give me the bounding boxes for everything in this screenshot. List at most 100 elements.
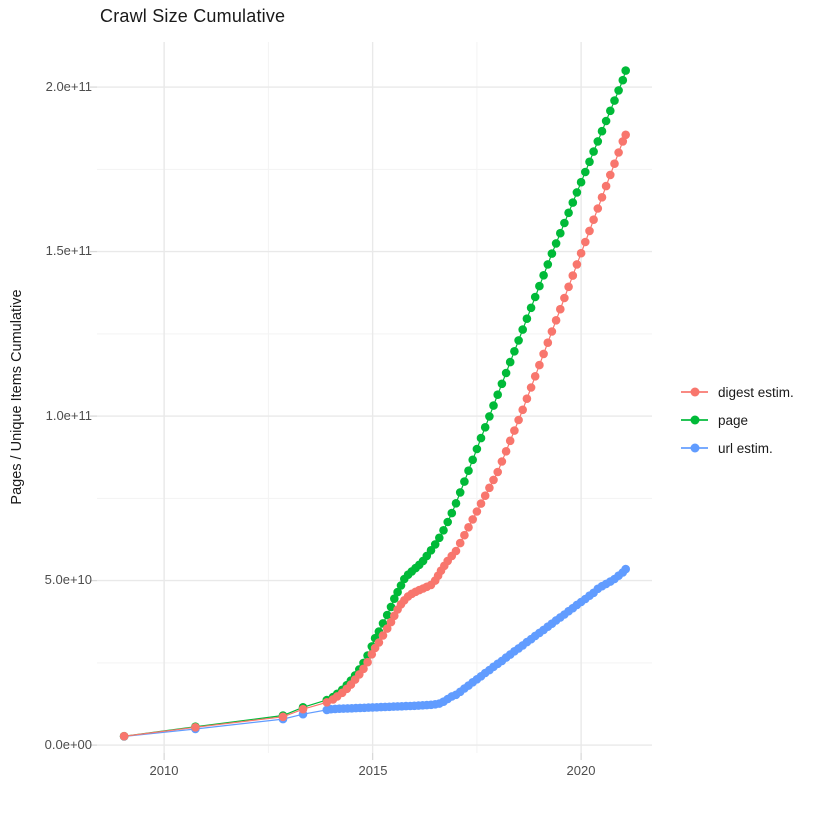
data-point-page [382,610,392,620]
data-point-digest-estim [610,159,619,168]
data-point-digest-estim [374,638,384,647]
data-point-digest-estim [455,538,465,548]
x-tick-label: 2015 [358,763,388,778]
data-point-url-estim [621,564,630,574]
data-point-page [539,271,548,280]
data-point-digest-estim [514,415,523,425]
data-point-page [581,167,590,177]
data-point-page [522,314,532,324]
legend-key-url-estim-icon [681,439,708,457]
data-point-page [464,466,473,476]
data-point-page [560,218,569,228]
data-point-digest-estim [597,193,607,202]
data-point-page [593,137,603,146]
data-point-digest-estim [606,170,615,180]
data-point-digest-estim [460,530,469,540]
data-point-page [585,157,594,167]
data-point-page [485,412,494,421]
data-point-digest-estim [539,349,548,359]
legend-label-url-estim: url estim. [718,440,773,456]
data-point-page [493,390,503,400]
data-point-digest-estim [526,383,536,392]
data-point-digest-estim [585,226,594,236]
data-point-page [501,368,511,378]
data-point-page [386,602,396,612]
data-point-digest-estim [576,248,586,258]
data-point-page [556,228,565,238]
data-point-digest-estim [493,467,503,477]
data-point-digest-estim [618,137,628,146]
data-point-page [618,75,628,85]
data-point-page [568,198,578,207]
data-point-page [505,357,515,367]
data-point-digest-estim [556,304,565,314]
data-point-digest-estim [386,617,396,627]
data-point-digest-estim [390,611,399,621]
data-point-page [597,126,607,136]
y-tick-label: 5.0e+10 [44,572,92,587]
data-point-digest-estim [621,130,630,140]
data-point-page [572,188,582,197]
data-point-page [621,66,630,75]
data-point-digest-estim [581,237,590,247]
data-point-page [614,86,623,95]
data-point-digest-estim [480,491,490,501]
data-point-page [518,325,527,334]
legend-label-digest-estim: digest estim. [718,384,794,400]
data-point-page [601,116,611,126]
data-point-digest-estim [522,394,532,404]
data-point-page [435,533,444,543]
legend-label-page: page [718,412,749,428]
data-point-digest-estim [363,657,372,667]
data-point-page [396,581,406,590]
data-point-digest-estim [359,664,368,674]
data-point-digest-estim [191,723,200,732]
data-point-digest-estim [551,316,561,325]
y-tick-label: 0.0e+00 [44,737,92,752]
data-point-digest-estim [505,436,515,446]
data-point-page [514,336,523,345]
data-point-digest-estim [593,204,603,213]
data-point-page [447,508,457,518]
data-point-page [543,260,553,269]
legend-key-page-icon [681,411,708,429]
data-point-digest-estim [564,282,573,292]
data-point-digest-estim [485,483,494,493]
data-point-page [497,379,507,389]
data-point-page [510,347,519,356]
data-point-digest-estim [382,624,392,633]
legend-entry-digest-estim: digest estim. [681,378,821,406]
data-point-page [476,433,486,443]
data-point-page [480,423,490,432]
data-point-page [455,488,465,497]
data-point-page [610,96,619,105]
data-point-page [430,540,440,549]
data-point-digest-estim [278,712,288,722]
data-point-page [451,499,461,508]
data-point-digest-estim [476,499,486,508]
data-point-page [530,292,540,302]
data-point-digest-estim [468,515,478,524]
legend: digest estim. page url estim. [681,378,821,462]
data-point-digest-estim [510,426,519,435]
data-point-page [443,517,453,527]
chart-title: Crawl Size Cumulative [100,6,286,26]
data-point-page [576,177,586,187]
data-point-page [460,477,469,486]
data-point-digest-estim [501,447,511,456]
y-tick-label: 1.0e+11 [45,408,92,423]
data-point-digest-estim [451,546,461,556]
data-point-digest-estim [560,293,569,303]
data-point-page [551,239,561,248]
x-tick-label: 2010 [149,763,179,778]
legend-key-digest-estim-icon [681,383,708,401]
data-point-digest-estim [530,372,540,381]
data-point-digest-estim [367,650,377,659]
legend-entry-page: page [681,406,821,434]
data-point-digest-estim [543,338,553,348]
data-point-digest-estim [547,327,557,336]
data-point-page [390,594,399,603]
data-point-page [439,526,448,535]
data-point-digest-estim [614,148,623,157]
